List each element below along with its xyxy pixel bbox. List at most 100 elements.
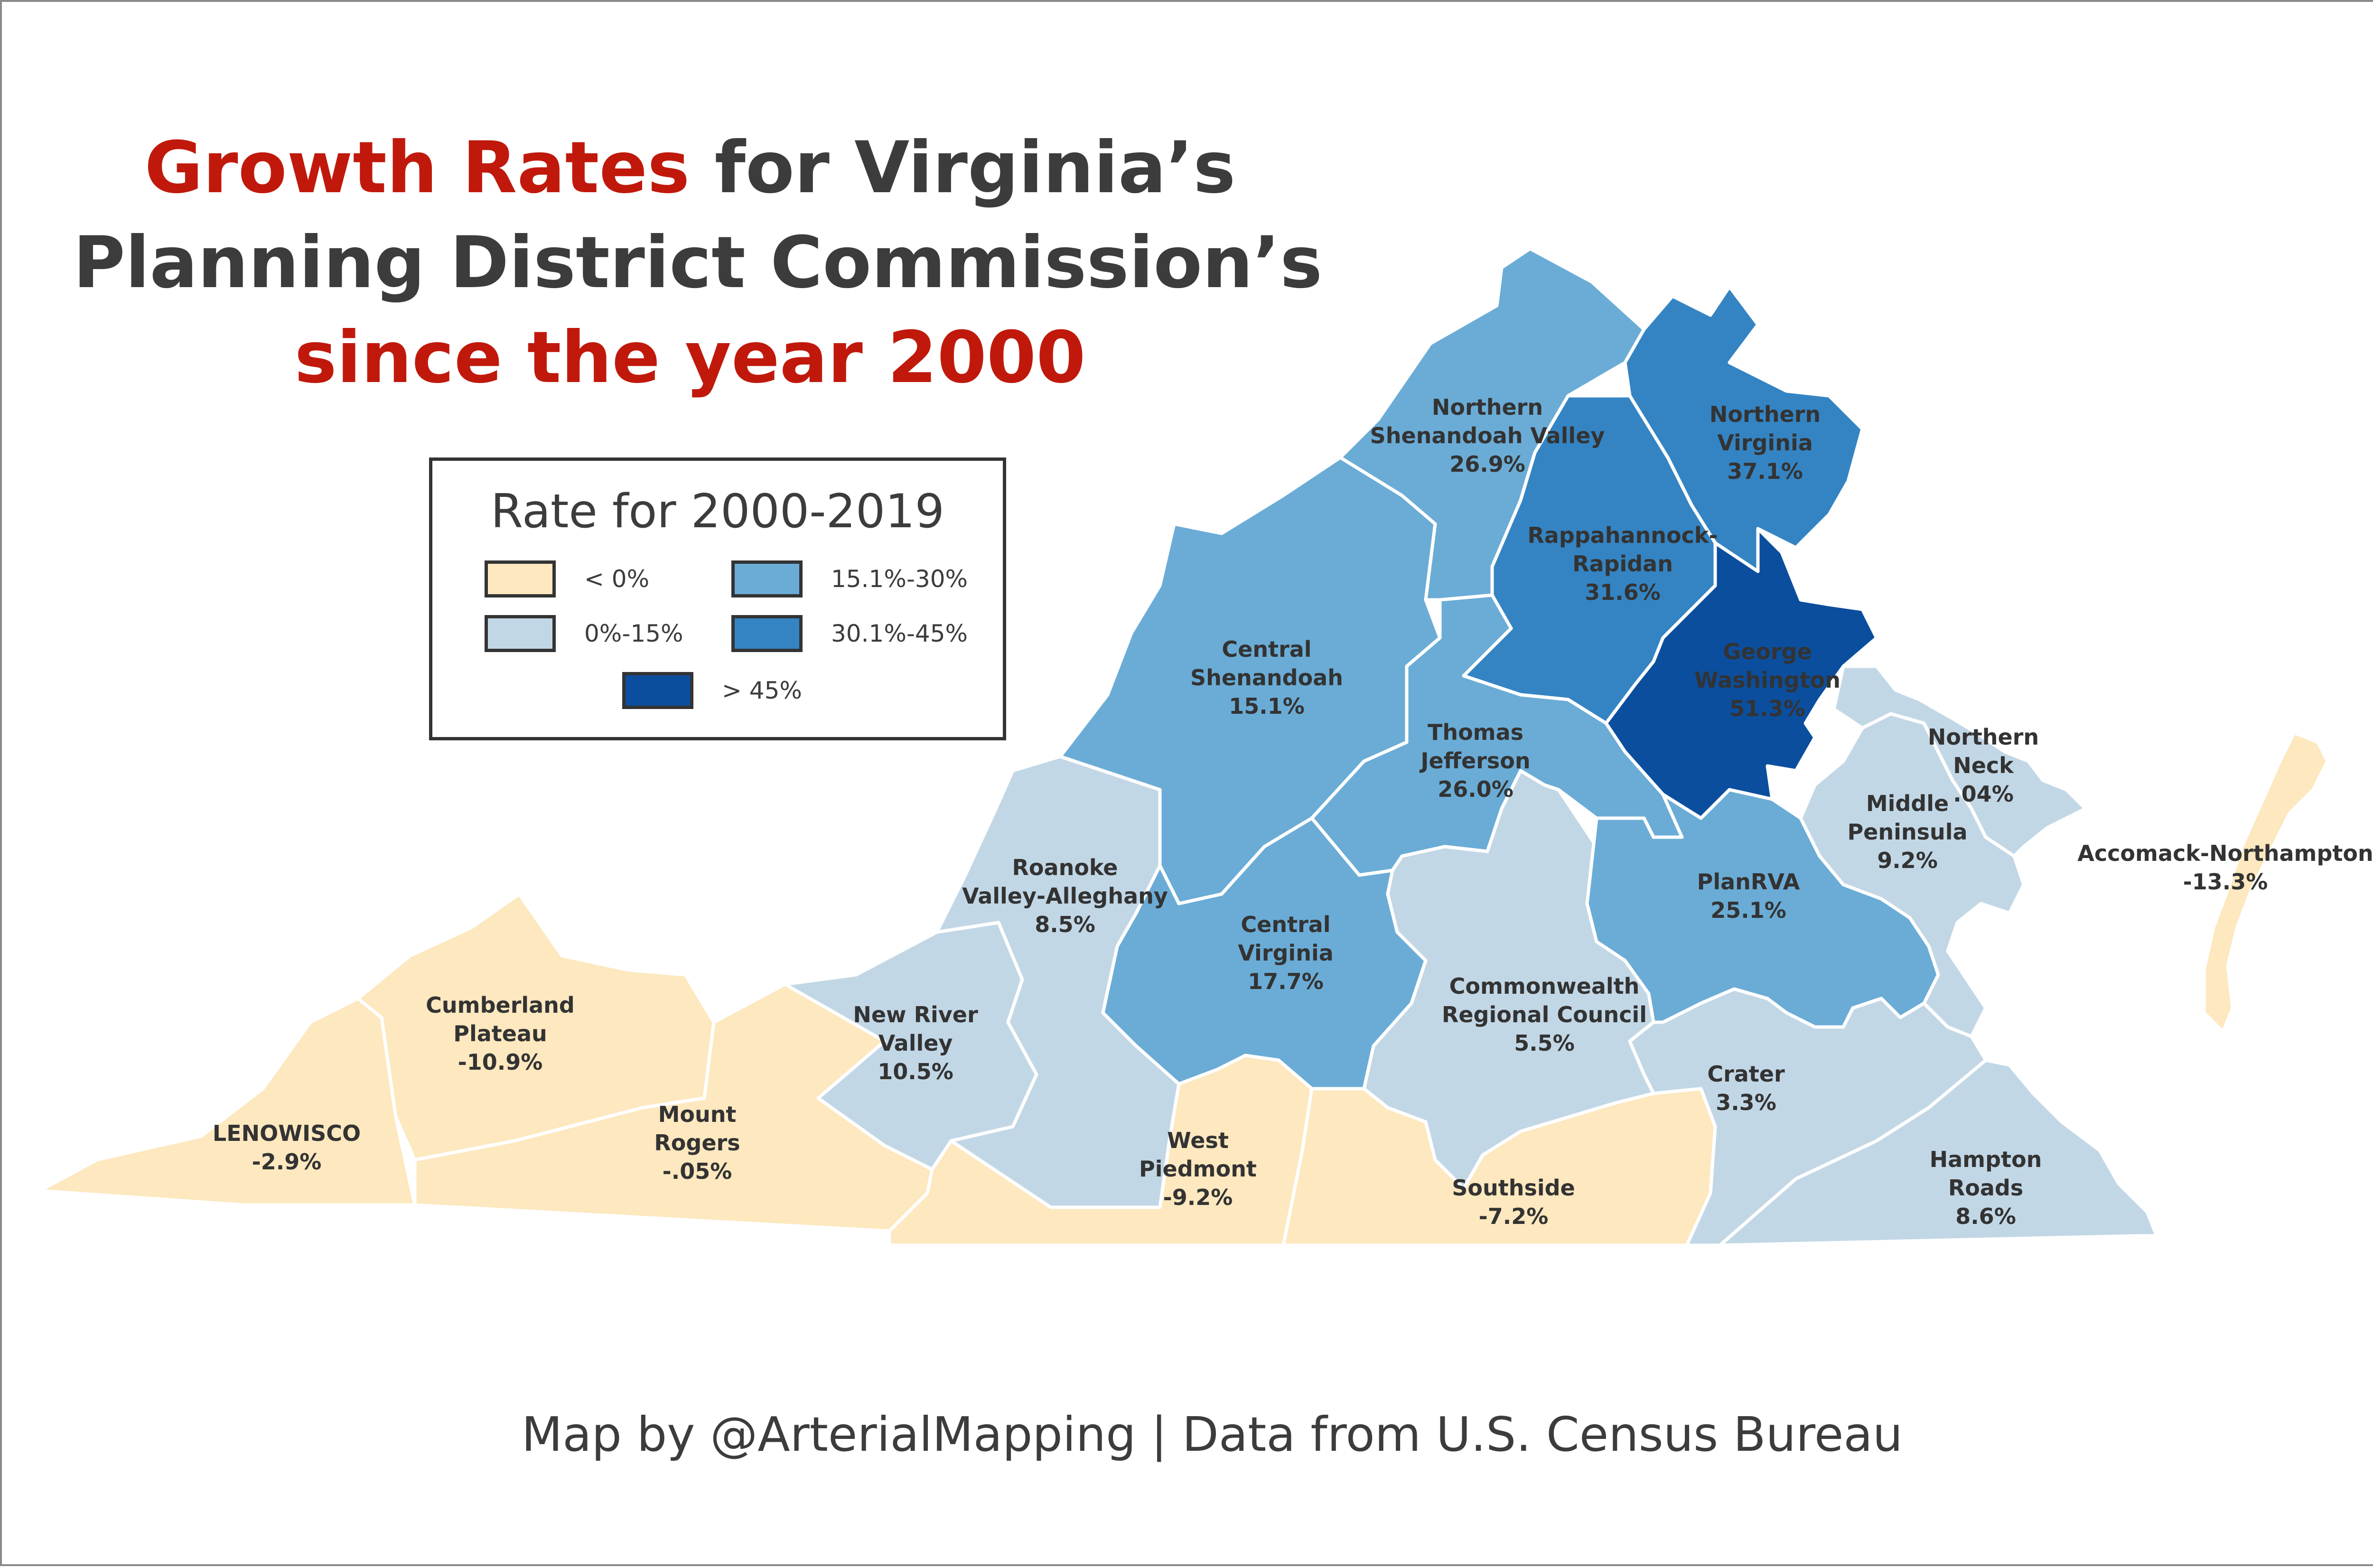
region-rate: 9.2% bbox=[1877, 848, 1938, 873]
label-mount-rogers: Mount Rogers -.05% bbox=[654, 1101, 740, 1184]
region-rate: 8.6% bbox=[1955, 1204, 2016, 1229]
legend-item-high: 30.1%-45% bbox=[731, 615, 968, 652]
region-name-line: Roads bbox=[1948, 1175, 2023, 1201]
label-central-virginia: Central Virginia 17.7% bbox=[1238, 912, 1334, 994]
region-name-line: Rapidan bbox=[1572, 551, 1673, 577]
region-name-line: Washington bbox=[1694, 667, 1840, 693]
region-name-line: Southside bbox=[1452, 1175, 1575, 1201]
legend-label: < 0% bbox=[584, 565, 650, 593]
region-name-line: Virginia bbox=[1717, 430, 1813, 456]
region-rate: 10.5% bbox=[878, 1059, 953, 1084]
region-rate: 25.1% bbox=[1710, 897, 1786, 923]
region-name-line: Cumberland bbox=[426, 992, 575, 1018]
region-name-line: New River bbox=[853, 1002, 978, 1027]
region-rate: 8.5% bbox=[1035, 912, 1095, 937]
label-cumberland-plateau: Cumberland Plateau -10.9% bbox=[426, 992, 575, 1075]
region-rate: -7.2% bbox=[1479, 1204, 1549, 1229]
legend-item-negative: < 0% bbox=[485, 560, 649, 597]
footer-credit: Map by @ArterialMapping | Data from U.S.… bbox=[521, 1407, 1903, 1462]
label-commonwealth-regional-council: Commonwealth Regional Council 5.5% bbox=[1442, 973, 1647, 1056]
region-accomack-northampton bbox=[2202, 731, 2329, 1034]
region-name-line: Accomack-Northampton bbox=[2077, 840, 2373, 866]
label-crater: Crater 3.3% bbox=[1707, 1061, 1785, 1115]
legend-swatch bbox=[485, 560, 556, 597]
region-rate: 26.9% bbox=[1449, 451, 1525, 477]
label-george-washington: George Washington 51.3% bbox=[1694, 639, 1840, 721]
label-middle-peninsula: Middle Peninsula 9.2% bbox=[1847, 791, 1967, 873]
region-name-line: Middle bbox=[1866, 791, 1949, 816]
region-rate: 37.1% bbox=[1727, 458, 1803, 484]
region-crater bbox=[1628, 987, 1988, 1247]
region-name-line: George bbox=[1723, 639, 1812, 664]
region-name-line: Shenandoah Valley bbox=[1370, 423, 1605, 448]
legend-item-mid: 15.1%-30% bbox=[731, 560, 968, 597]
region-name-line: Crater bbox=[1707, 1061, 1785, 1087]
region-name-line: Plateau bbox=[453, 1021, 547, 1046]
region-name-line: Jefferson bbox=[1419, 748, 1530, 774]
region-rate: 26.0% bbox=[1438, 776, 1513, 802]
region-rate: -10.9% bbox=[458, 1049, 543, 1075]
legend-item-very-high: > 45% bbox=[622, 672, 802, 709]
label-rappahannock-rapidan: Rappahannock- Rapidan 31.6% bbox=[1527, 523, 1718, 605]
region-name-line: Valley bbox=[878, 1030, 953, 1056]
label-hampton-roads: Hampton Roads 8.6% bbox=[1930, 1147, 2042, 1229]
region-name-line: Hampton bbox=[1930, 1147, 2042, 1172]
legend: Rate for 2000-2019 < 0% 0%-15% 15.1%-30%… bbox=[429, 457, 1006, 740]
region-name-line: Northern bbox=[1432, 394, 1543, 420]
label-roanoke-valley-alleghany: Roanoke Valley-Alleghany 8.5% bbox=[962, 855, 1168, 937]
title-line-3: since the year 2000 bbox=[294, 317, 1086, 399]
label-northern-virginia: Northern Virginia 37.1% bbox=[1710, 401, 1821, 484]
region-rate: 3.3% bbox=[1716, 1090, 1776, 1115]
label-accomack-northampton: Accomack-Northampton -13.3% bbox=[2077, 840, 2373, 895]
label-new-river-valley: New River Valley 10.5% bbox=[853, 1002, 978, 1084]
region-name-line: Piedmont bbox=[1139, 1156, 1257, 1182]
map-title: Growth Rates for Virginia’s Planning Dis… bbox=[73, 121, 1322, 405]
region-rate: .04% bbox=[1953, 781, 2014, 807]
region-rate: -.05% bbox=[663, 1158, 732, 1184]
region-name-line: Northern bbox=[1710, 401, 1821, 427]
region-name-line: Shenandoah bbox=[1190, 665, 1343, 691]
legend-swatch bbox=[731, 560, 803, 597]
legend-label: 30.1%-45% bbox=[831, 620, 968, 647]
region-west-piedmont bbox=[888, 1054, 1314, 1247]
region-rate: -9.2% bbox=[1163, 1185, 1233, 1210]
legend-swatch bbox=[485, 615, 556, 652]
region-rate: 17.7% bbox=[1248, 969, 1324, 994]
legend-label: 0%-15% bbox=[584, 620, 683, 647]
region-rate: 5.5% bbox=[1514, 1030, 1575, 1056]
legend-swatch bbox=[622, 672, 693, 709]
region-name-line: Rappahannock- bbox=[1527, 523, 1718, 548]
region-name-line: Valley-Alleghany bbox=[962, 883, 1168, 909]
region-name-line: Central bbox=[1222, 636, 1311, 662]
label-central-shenandoah: Central Shenandoah 15.1% bbox=[1190, 636, 1343, 719]
region-name-line: Northern bbox=[1928, 724, 2039, 750]
region-northern-neck bbox=[1832, 664, 2087, 858]
region-rate: -13.3% bbox=[2183, 869, 2268, 895]
region-name-line: Neck bbox=[1953, 753, 2014, 778]
region-rate: 15.1% bbox=[1229, 693, 1305, 719]
region-name-line: Central bbox=[1241, 912, 1330, 937]
label-lenowisco: LENOWISCO -2.9% bbox=[213, 1120, 361, 1175]
region-rate: 31.6% bbox=[1585, 579, 1661, 605]
legend-swatch bbox=[731, 615, 803, 652]
region-name-line: Peninsula bbox=[1847, 819, 1967, 845]
legend-label: 15.1%-30% bbox=[831, 565, 968, 593]
region-rate: 51.3% bbox=[1729, 696, 1805, 721]
region-george-washington bbox=[1604, 527, 1878, 820]
label-thomas-jefferson: Thomas Jefferson 26.0% bbox=[1419, 719, 1530, 802]
region-name-line: West bbox=[1167, 1128, 1229, 1153]
legend-title: Rate for 2000-2019 bbox=[491, 485, 944, 539]
region-name-line: Thomas bbox=[1428, 719, 1523, 745]
region-name-line: LENOWISCO bbox=[213, 1120, 361, 1146]
region-rate: -2.9% bbox=[252, 1149, 322, 1175]
title-line-1: Growth Rates for Virginia’s bbox=[73, 121, 1307, 215]
region-name-line: Virginia bbox=[1238, 940, 1334, 966]
legend-label: > 45% bbox=[722, 677, 802, 704]
label-northern-neck: Northern Neck .04% bbox=[1928, 724, 2039, 807]
legend-item-low: 0%-15% bbox=[485, 615, 683, 652]
region-name-line: Roanoke bbox=[1012, 855, 1118, 880]
region-name-line: Regional Council bbox=[1442, 1002, 1647, 1027]
region-name-line: Commonwealth bbox=[1449, 973, 1640, 999]
